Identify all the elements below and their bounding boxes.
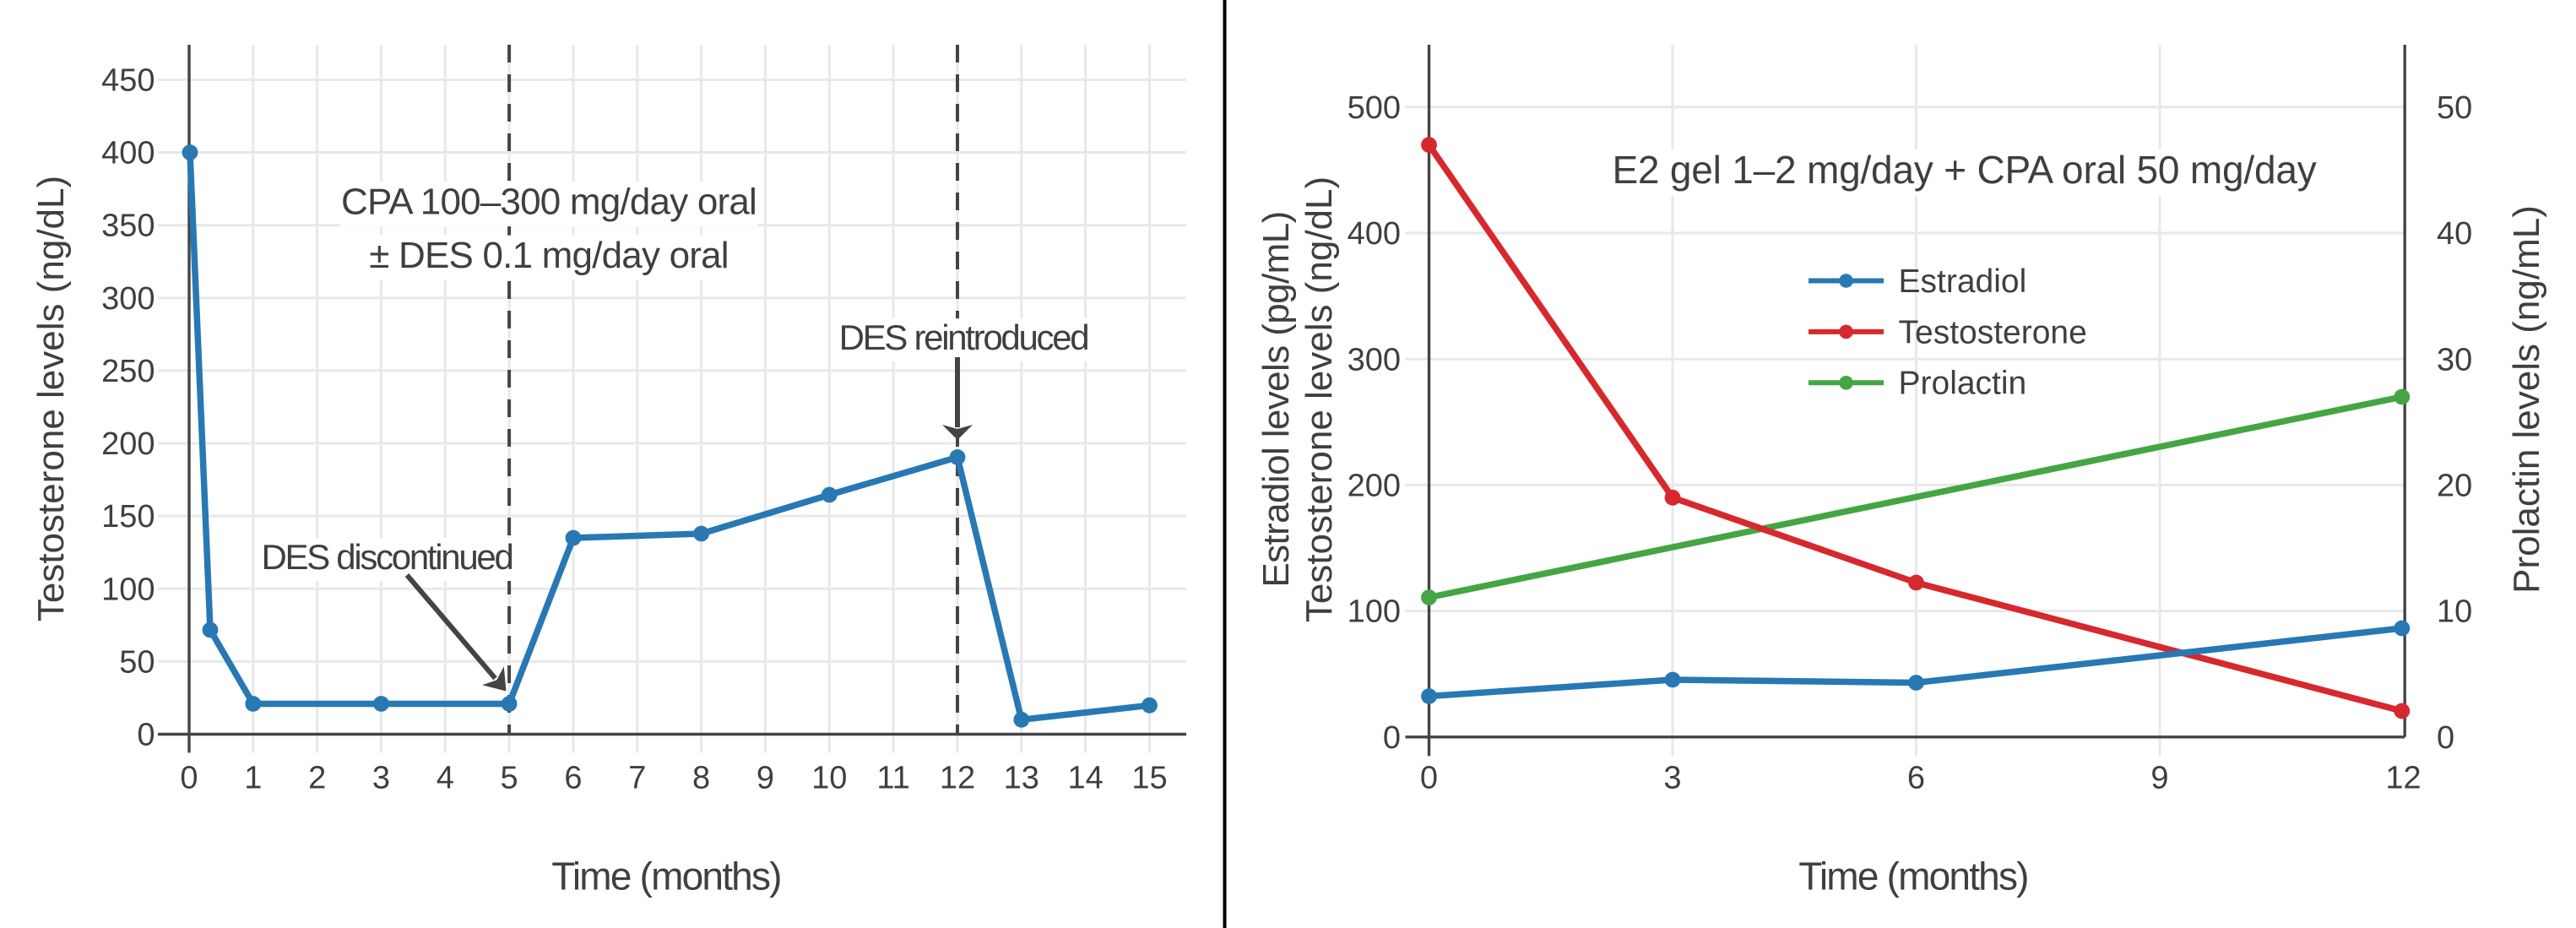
- svg-text:400: 400: [1348, 216, 1401, 252]
- svg-text:E2 gel 1–2 mg/day + CPA oral 5: E2 gel 1–2 mg/day + CPA oral 50 mg/day: [1612, 148, 2316, 192]
- svg-text:Estradiol: Estradiol: [1899, 263, 2027, 300]
- svg-text:11: 11: [876, 761, 909, 796]
- svg-text:20: 20: [2437, 469, 2472, 504]
- svg-text:Estradiol levels (pg/mL): Estradiol levels (pg/mL): [1255, 211, 1297, 587]
- svg-text:300: 300: [1348, 342, 1401, 377]
- svg-text:0: 0: [1383, 720, 1401, 756]
- svg-text:250: 250: [101, 354, 155, 389]
- svg-text:12: 12: [940, 761, 975, 796]
- svg-text:Prolactin levels (ng/mL): Prolactin levels (ng/mL): [2506, 205, 2547, 594]
- svg-text:10: 10: [811, 761, 847, 796]
- svg-text:1: 1: [244, 761, 262, 796]
- svg-text:100: 100: [101, 572, 155, 607]
- svg-text:50: 50: [119, 645, 155, 681]
- svg-text:450: 450: [101, 63, 155, 99]
- svg-text:0: 0: [2437, 720, 2454, 756]
- svg-text:Time (months): Time (months): [551, 855, 780, 898]
- svg-text:100: 100: [1348, 594, 1401, 630]
- svg-text:30: 30: [2437, 342, 2472, 377]
- svg-text:4: 4: [437, 761, 454, 796]
- svg-text:7: 7: [628, 761, 646, 796]
- svg-text:0: 0: [180, 761, 198, 796]
- svg-text:DES reintroduced: DES reintroduced: [839, 317, 1088, 357]
- svg-text:6: 6: [564, 761, 582, 796]
- svg-text:150: 150: [101, 499, 155, 535]
- svg-text:± DES 0.1 mg/day oral: ± DES 0.1 mg/day oral: [369, 235, 729, 276]
- svg-text:8: 8: [692, 761, 710, 796]
- svg-text:12: 12: [2385, 761, 2421, 796]
- svg-text:DES discontinued: DES discontinued: [261, 537, 512, 577]
- svg-text:13: 13: [1004, 761, 1039, 796]
- svg-text:500: 500: [1348, 90, 1401, 126]
- svg-text:200: 200: [101, 426, 155, 462]
- svg-text:CPA 100–300 mg/day oral: CPA 100–300 mg/day oral: [341, 182, 757, 223]
- svg-text:5: 5: [501, 761, 518, 796]
- svg-text:6: 6: [1907, 761, 1925, 796]
- svg-text:300: 300: [101, 281, 155, 317]
- svg-text:Time (months): Time (months): [1798, 855, 2027, 898]
- svg-text:3: 3: [372, 761, 390, 796]
- svg-text:2: 2: [308, 761, 326, 796]
- svg-text:10: 10: [2437, 594, 2472, 630]
- svg-text:40: 40: [2437, 216, 2472, 252]
- svg-text:0: 0: [137, 718, 155, 753]
- svg-text:0: 0: [1420, 761, 1438, 796]
- svg-text:3: 3: [1663, 761, 1681, 796]
- svg-text:Testosterone: Testosterone: [1899, 314, 2087, 350]
- svg-text:14: 14: [1067, 761, 1103, 796]
- svg-text:Testosterone levels (ng/dL): Testosterone levels (ng/dL): [1299, 176, 1340, 622]
- svg-text:50: 50: [2437, 90, 2472, 126]
- svg-text:Prolactin: Prolactin: [1899, 366, 2027, 402]
- svg-text:9: 9: [2150, 761, 2168, 796]
- svg-text:Testosterone levels (ng/dL): Testosterone levels (ng/dL): [30, 176, 72, 621]
- svg-text:15: 15: [1131, 761, 1167, 796]
- svg-text:9: 9: [757, 761, 774, 796]
- svg-text:400: 400: [101, 136, 155, 171]
- svg-text:350: 350: [101, 209, 155, 244]
- svg-text:200: 200: [1348, 469, 1401, 504]
